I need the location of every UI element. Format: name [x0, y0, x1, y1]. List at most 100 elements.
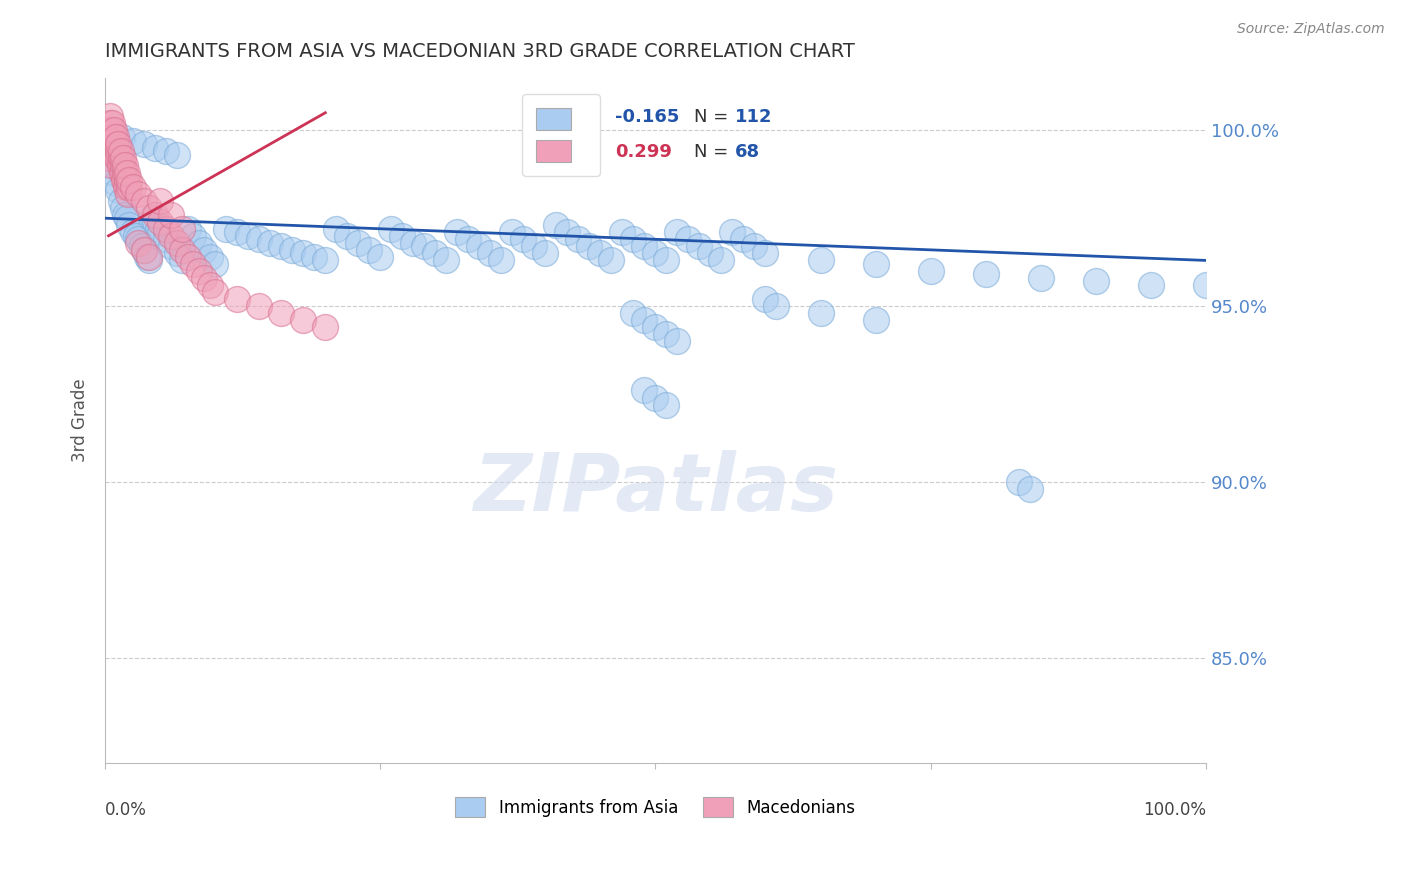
- Point: [744, 239, 766, 253]
- Point: [121, 225, 143, 239]
- Point: [633, 384, 655, 398]
- Point: [1007, 475, 1029, 489]
- Point: [160, 228, 183, 243]
- Point: [391, 228, 413, 243]
- Point: [678, 232, 700, 246]
- Point: [107, 152, 129, 166]
- Point: [247, 232, 270, 246]
- Point: [238, 228, 260, 243]
- Point: [434, 253, 457, 268]
- Point: [138, 201, 160, 215]
- Point: [754, 292, 776, 306]
- Point: [259, 235, 281, 250]
- Point: [138, 253, 160, 268]
- Point: [160, 208, 183, 222]
- Point: [688, 239, 710, 253]
- Text: R =: R =: [568, 143, 606, 161]
- Point: [710, 253, 733, 268]
- Point: [143, 208, 166, 222]
- Point: [612, 225, 634, 239]
- Point: [1195, 278, 1218, 293]
- Point: [380, 221, 402, 235]
- Point: [155, 221, 177, 235]
- Point: [160, 239, 183, 253]
- Point: [107, 137, 129, 152]
- Point: [359, 243, 381, 257]
- Y-axis label: 3rd Grade: 3rd Grade: [72, 378, 89, 462]
- Point: [143, 215, 166, 229]
- Point: [600, 253, 623, 268]
- Point: [512, 232, 534, 246]
- Point: [101, 123, 124, 137]
- Point: [166, 246, 188, 260]
- Point: [247, 299, 270, 313]
- Point: [177, 221, 200, 235]
- Text: 112: 112: [735, 109, 772, 127]
- Point: [132, 137, 155, 152]
- Point: [721, 225, 744, 239]
- Point: [114, 172, 136, 186]
- Point: [292, 313, 315, 327]
- Text: -0.165: -0.165: [614, 109, 679, 127]
- Point: [107, 183, 129, 197]
- Point: [1084, 275, 1107, 289]
- Point: [468, 239, 491, 253]
- Point: [172, 243, 194, 257]
- Point: [143, 141, 166, 155]
- Point: [105, 130, 128, 145]
- Point: [101, 130, 124, 145]
- Point: [413, 239, 436, 253]
- Point: [457, 232, 479, 246]
- Point: [633, 313, 655, 327]
- Point: [623, 306, 645, 320]
- Point: [166, 148, 188, 162]
- Text: 0.0%: 0.0%: [105, 801, 148, 819]
- Point: [127, 235, 149, 250]
- Point: [172, 253, 194, 268]
- Point: [204, 257, 226, 271]
- Text: IMMIGRANTS FROM ASIA VS MACEDONIAN 3RD GRADE CORRELATION CHART: IMMIGRANTS FROM ASIA VS MACEDONIAN 3RD G…: [105, 42, 855, 61]
- Point: [111, 165, 134, 179]
- Point: [114, 208, 136, 222]
- Point: [633, 239, 655, 253]
- Point: [111, 165, 134, 179]
- Point: [104, 137, 127, 152]
- Point: [127, 232, 149, 246]
- Point: [655, 327, 678, 342]
- Point: [97, 123, 120, 137]
- Text: N =: N =: [695, 109, 734, 127]
- Point: [325, 221, 347, 235]
- Point: [115, 179, 138, 194]
- Point: [578, 239, 600, 253]
- Point: [114, 165, 136, 179]
- Point: [754, 246, 776, 260]
- Point: [121, 179, 143, 194]
- Point: [314, 253, 336, 268]
- Point: [336, 228, 359, 243]
- Point: [121, 134, 143, 148]
- Point: [111, 159, 134, 173]
- Point: [314, 320, 336, 334]
- Point: [557, 225, 579, 239]
- Text: 68: 68: [735, 143, 759, 161]
- Point: [546, 219, 568, 233]
- Point: [644, 246, 666, 260]
- Point: [118, 179, 141, 194]
- Point: [1029, 271, 1052, 285]
- Point: [105, 176, 128, 190]
- Point: [644, 320, 666, 334]
- Point: [138, 250, 160, 264]
- Point: [101, 137, 124, 152]
- Point: [198, 278, 221, 293]
- Point: [181, 228, 204, 243]
- Point: [110, 152, 132, 166]
- Point: [292, 246, 315, 260]
- Point: [155, 145, 177, 159]
- Point: [118, 172, 141, 186]
- Point: [149, 225, 172, 239]
- Point: [270, 239, 292, 253]
- Point: [479, 246, 502, 260]
- Point: [149, 215, 172, 229]
- Point: [347, 235, 370, 250]
- Point: [765, 299, 787, 313]
